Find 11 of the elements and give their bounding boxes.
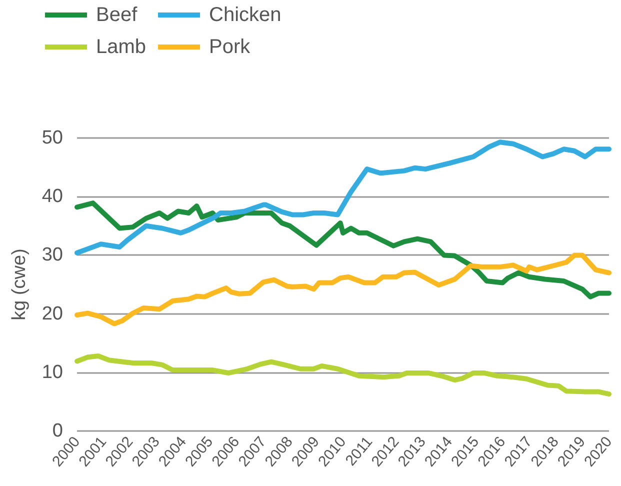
- legend-label: Pork: [209, 36, 252, 58]
- y-tick-label: 30: [42, 244, 63, 266]
- y-tick-label: 10: [42, 362, 63, 383]
- y-tick-label: 40: [42, 186, 63, 208]
- y-tick-label: 0: [52, 420, 63, 442]
- legend-label: Lamb: [96, 36, 146, 58]
- legend-label: Beef: [96, 4, 138, 26]
- y-tick-label: 20: [42, 303, 63, 324]
- legend-label: Chicken: [209, 4, 282, 26]
- y-tick-label: 50: [42, 128, 63, 148]
- y-axis-title: kg (cwe): [9, 248, 30, 320]
